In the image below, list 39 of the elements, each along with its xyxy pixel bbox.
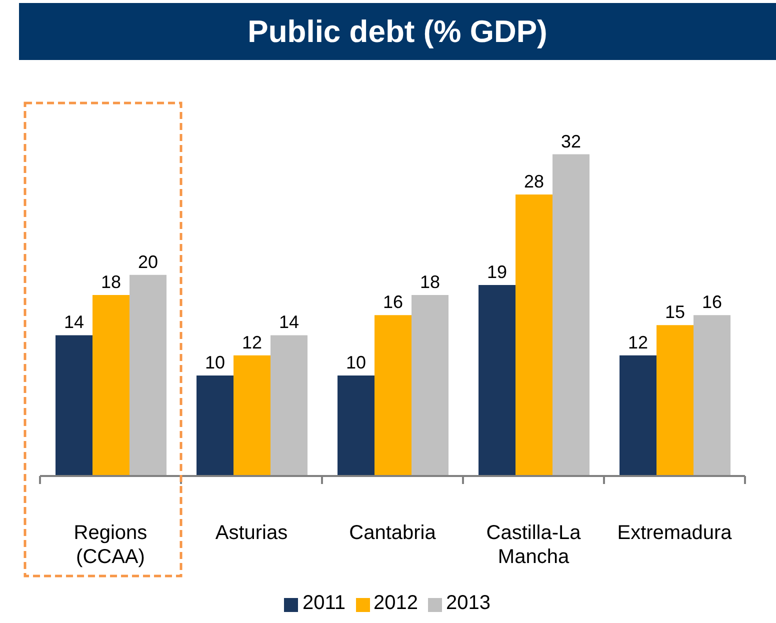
bar (338, 375, 375, 476)
data-label: 14 (64, 312, 84, 332)
bar (656, 325, 694, 476)
data-label: 18 (420, 272, 440, 292)
data-label: 32 (560, 131, 582, 152)
bar (234, 355, 271, 476)
bar (196, 375, 234, 476)
bar (694, 315, 731, 476)
bar (412, 295, 449, 476)
bar (478, 284, 516, 476)
data-label: 18 (100, 272, 122, 292)
x-tick-label: Cantabria (349, 522, 437, 544)
x-tick-label: Asturias (215, 522, 288, 544)
legend-label: 2012 (374, 592, 418, 614)
bar (620, 355, 657, 476)
legend-label: 2013 (446, 592, 490, 614)
data-label: 12 (242, 332, 262, 352)
data-label: 10 (204, 352, 226, 372)
bar (516, 194, 553, 476)
data-label: 28 (524, 171, 544, 192)
x-tick-label: Regions (CCAA) (74, 522, 148, 568)
chart-title: Public debt (% GDP) (19, 3, 776, 60)
bar (374, 315, 412, 476)
data-label: 16 (702, 292, 722, 312)
data-label: 12 (628, 332, 648, 352)
data-label: 15 (664, 302, 686, 322)
bar (552, 154, 590, 476)
data-label: 14 (278, 312, 300, 332)
data-label: 16 (382, 292, 404, 312)
data-label: 19 (486, 262, 508, 282)
bar (56, 335, 93, 476)
bar (92, 295, 130, 476)
x-tick-label: Castilla-La Mancha (486, 522, 582, 568)
data-label: 20 (138, 252, 158, 272)
data-label: 10 (346, 352, 366, 372)
x-tick-label: Extremadura (617, 522, 733, 544)
bar (130, 274, 167, 476)
bar (270, 335, 308, 476)
legend-label: 2011 (302, 592, 346, 614)
